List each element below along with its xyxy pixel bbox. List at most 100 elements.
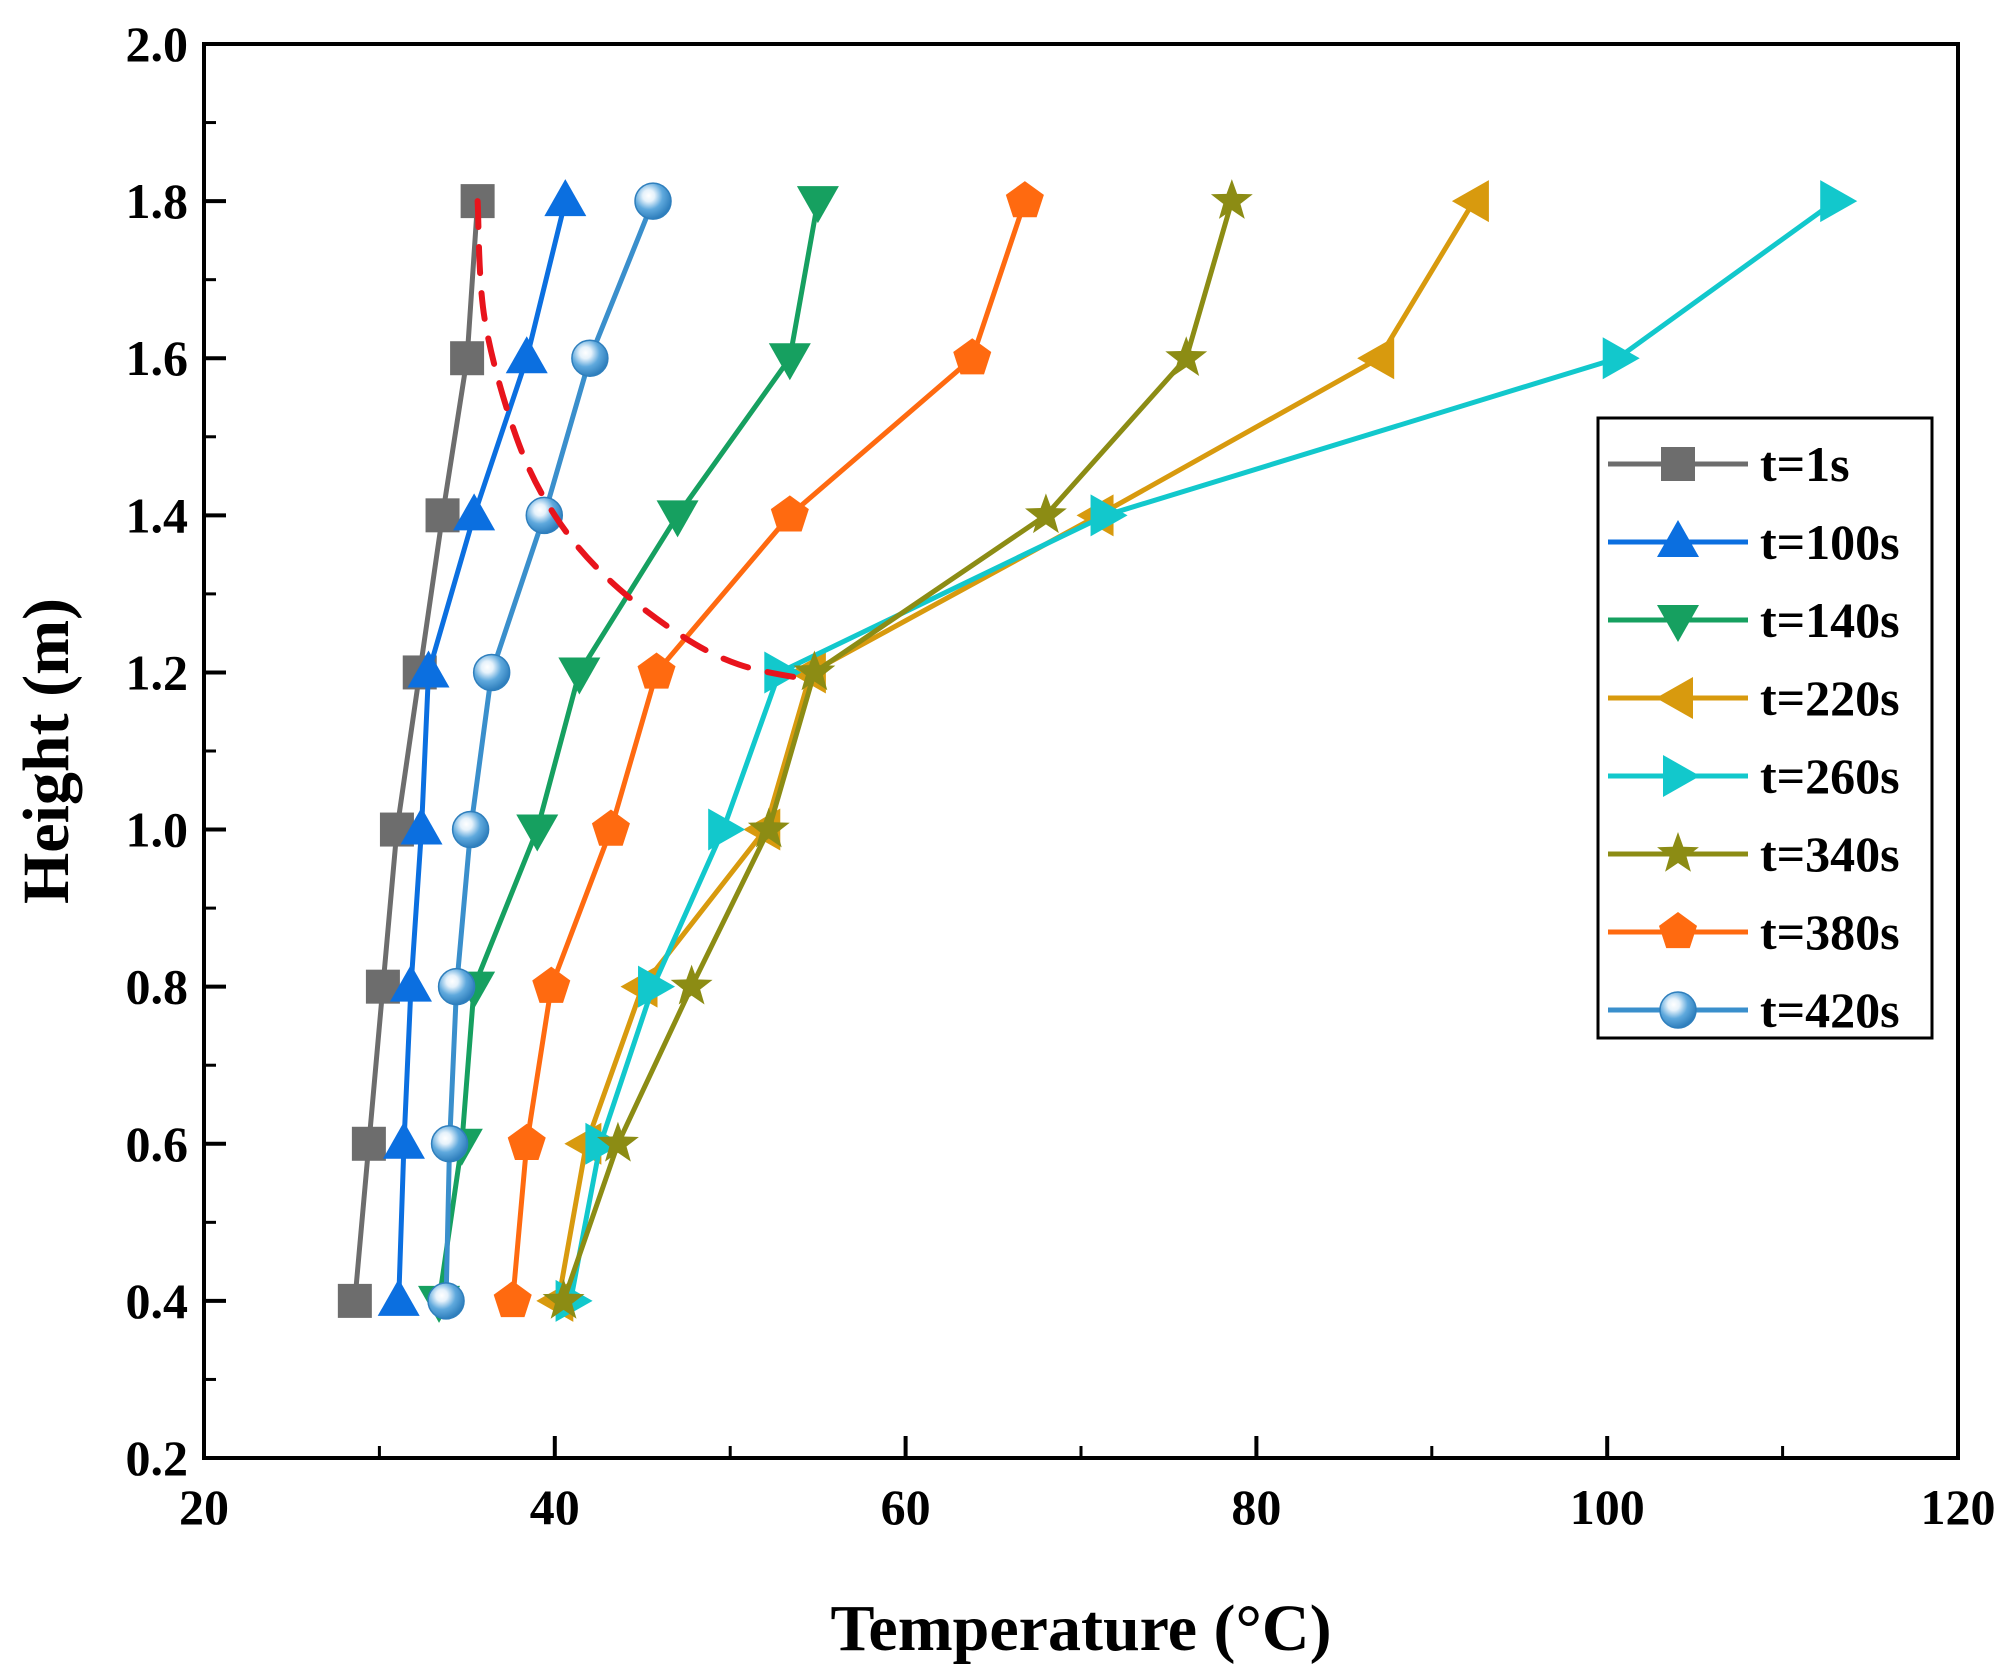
series-line [436,198,821,1304]
data-point [1451,180,1489,223]
y-tick-label: 1.2 [126,644,189,700]
legend-label: t=140s [1760,592,1900,648]
data-point [796,186,839,224]
series-t-100s [377,179,587,1316]
data-point [793,650,836,691]
red-dashed-annotation-curve [474,198,816,684]
x-tick-label: 80 [1231,1479,1281,1535]
data-point [1602,337,1640,380]
legend-marker [1663,755,1700,797]
series-line [396,198,568,1304]
data-point [451,810,490,849]
y-tick-label: 1.4 [126,487,189,543]
series-line [443,198,656,1304]
data-point [525,496,564,535]
data-point [1210,179,1253,219]
legend-entry-t-100s: t=100s [1608,514,1900,570]
data-point [1820,180,1858,223]
data-point [1005,181,1044,218]
series-line [510,198,1028,1304]
data-point [351,1126,386,1161]
y-tick-label: 1.8 [126,173,189,229]
y-tick-label: 0.2 [126,1430,189,1486]
legend-entry-t-260s: t=260s [1608,748,1900,804]
data-point [516,814,559,852]
series-line [555,198,1477,1304]
data-point [953,338,992,375]
series-line [561,198,1235,1304]
legend-entry-t-340s: t=340s [1608,826,1900,882]
legend-entry-t-380s: t=380s [1608,904,1900,960]
legend-entry-t-1s: t=1s [1608,436,1850,492]
data-point [407,650,450,688]
x-tick-label: 60 [881,1479,931,1535]
legend-marker [1657,520,1699,557]
legend-marker [1661,447,1695,481]
series-t-380s [493,181,1044,1318]
series-t-1s [337,184,495,1318]
data-point [634,182,672,220]
legend-marker [1657,605,1699,642]
data-point [493,1280,532,1318]
plot-area [337,179,1858,1323]
data-point [637,652,676,689]
legend-label: t=1s [1760,436,1850,492]
x-tick-label: 20 [179,1479,229,1535]
legend-label: t=420s [1760,982,1900,1038]
legend: t=1s t=100s t=140s t=220s t=260s t=340s t=380s… [1596,416,1934,1040]
data-point [591,809,630,846]
axes: 20 40 60 80 100 120 0.2 0.4 0.6 0.8 1.0 1.2 1.4 1.6 1.… [10,16,1996,1665]
x-axis-title: Temperature (°C) [830,1592,1331,1665]
data-point [400,807,443,845]
data-point [1165,336,1208,377]
series-t-420s [427,182,672,1320]
data-point [708,808,746,851]
data-point [450,341,485,376]
series-line [568,198,1838,1304]
data-point [453,493,496,531]
legend-label: t=260s [1760,748,1900,804]
data-point [507,1123,546,1160]
y-tick-label: 2.0 [126,16,189,72]
data-point [585,1122,623,1165]
legend-box [1596,416,1934,1040]
x-tick-label: 100 [1570,1479,1645,1535]
data-point [377,1278,420,1316]
legend-label: t=380s [1760,904,1900,960]
data-point [544,179,587,217]
data-point [430,1125,469,1163]
data-point [656,500,699,538]
data-point [505,336,548,374]
data-point [768,343,811,381]
y-tick-label: 0.8 [126,959,189,1015]
legend-label: t=100s [1760,514,1900,570]
y-tick-label: 1.6 [126,330,189,386]
data-point [382,1121,425,1159]
data-point [1357,337,1395,380]
data-point [532,966,571,1003]
data-point [571,339,609,377]
data-point [542,1278,585,1319]
data-point [770,495,809,532]
data-point [427,1282,465,1320]
data-point [638,965,676,1008]
data-point [747,807,790,848]
data-point [389,964,432,1002]
legend-label: t=220s [1760,670,1900,726]
data-point [670,964,713,1005]
series-line [352,198,481,1304]
legend-marker [1656,677,1693,719]
data-point [472,653,511,692]
y-tick-label: 0.6 [126,1116,189,1172]
y-tick-label: 0.4 [126,1273,189,1329]
series-t-260s [555,180,1858,1322]
data-point [597,1121,639,1162]
legend-entry-t-220s: t=220s [1608,670,1900,726]
data-point [558,657,601,695]
legend-marker [1658,912,1698,949]
series-t-220s [536,180,1489,1322]
legend-entry-t-420s: t=420s [1608,982,1900,1038]
series-t-340s [542,179,1253,1319]
legend-entry-t-140s: t=140s [1608,592,1900,648]
